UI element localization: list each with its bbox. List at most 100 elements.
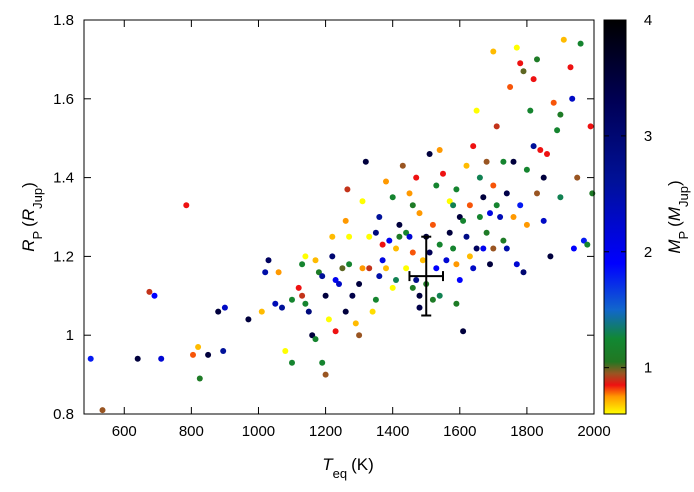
data-point xyxy=(554,127,561,134)
data-point xyxy=(205,351,212,358)
data-point xyxy=(416,292,423,299)
data-point xyxy=(352,320,359,327)
x-tick-label: 1800 xyxy=(510,423,543,440)
data-point xyxy=(396,233,403,240)
data-point xyxy=(436,147,443,153)
data-point xyxy=(450,245,457,252)
data-point xyxy=(389,194,396,201)
data-point xyxy=(429,221,436,228)
data-point xyxy=(322,371,329,378)
data-point xyxy=(396,221,403,228)
data-point xyxy=(557,194,564,201)
data-point xyxy=(319,273,326,280)
data-point xyxy=(470,143,477,150)
x-tick-label: 2000 xyxy=(577,423,610,440)
data-point xyxy=(158,355,165,362)
data-point xyxy=(463,233,470,240)
data-point xyxy=(470,265,477,272)
data-point xyxy=(379,257,386,264)
y-tick-label: 1.6 xyxy=(53,91,74,108)
x-tick-label: 1600 xyxy=(443,423,476,440)
data-point xyxy=(336,281,342,287)
data-point xyxy=(433,182,440,189)
data-point xyxy=(540,174,547,181)
y-tick-label: 1.8 xyxy=(53,12,74,29)
colorbar-ticks: 1 2 3 4 xyxy=(604,12,652,377)
data-point xyxy=(399,162,406,169)
data-point xyxy=(584,241,591,248)
data-point xyxy=(215,308,222,315)
data-point xyxy=(503,190,510,197)
data-point xyxy=(510,214,517,220)
data-point xyxy=(513,44,520,51)
data-point xyxy=(342,308,349,315)
data-point xyxy=(146,288,153,295)
data-point xyxy=(507,84,514,90)
data-point xyxy=(406,233,413,240)
data-point xyxy=(473,245,480,252)
data-point xyxy=(426,249,433,256)
data-point xyxy=(372,229,379,236)
data-point xyxy=(523,166,530,173)
data-point xyxy=(393,277,399,283)
data-point xyxy=(349,292,356,299)
data-point xyxy=(527,107,534,114)
data-point xyxy=(383,265,389,272)
data-point xyxy=(487,261,493,268)
data-point xyxy=(332,328,339,335)
data-point xyxy=(221,304,228,311)
data-point xyxy=(409,249,416,256)
data-point xyxy=(359,198,366,205)
data-point xyxy=(456,214,463,220)
data-point xyxy=(490,182,497,189)
data-point xyxy=(376,273,383,280)
data-point xyxy=(510,158,517,165)
data-point xyxy=(493,202,500,209)
x-tick-label: 1000 xyxy=(242,423,275,440)
data-point xyxy=(480,194,487,201)
data-point xyxy=(195,344,202,350)
data-point xyxy=(453,186,460,193)
data-point xyxy=(487,210,493,217)
data-point xyxy=(302,253,309,260)
data-point xyxy=(356,332,363,339)
data-point xyxy=(456,277,463,283)
data-point xyxy=(393,245,399,252)
data-point xyxy=(443,257,450,264)
data-point xyxy=(299,261,306,268)
data-point xyxy=(570,245,577,252)
colorbar xyxy=(603,19,627,415)
data-point xyxy=(329,233,336,240)
data-point xyxy=(503,245,510,252)
y-tick-label: 1.2 xyxy=(53,248,74,265)
data-point xyxy=(245,316,252,323)
data-point xyxy=(540,217,547,224)
data-point xyxy=(587,123,594,130)
data-point xyxy=(513,261,520,268)
data-point xyxy=(289,359,295,366)
data-point xyxy=(413,277,420,283)
data-point xyxy=(500,237,507,244)
x-tick-label: 800 xyxy=(179,423,204,440)
data-point xyxy=(258,308,265,315)
colorbar-tick-label: 1 xyxy=(644,360,652,377)
data-point xyxy=(279,304,285,311)
data-point xyxy=(450,202,457,209)
data-point xyxy=(325,316,332,323)
colorbar-tick-label: 4 xyxy=(644,12,652,29)
data-point xyxy=(190,351,196,358)
y-tick-label: 0.8 xyxy=(53,406,74,423)
colorbar-tick-label: 3 xyxy=(644,128,652,145)
x-axis-label: Teq (K) xyxy=(322,455,374,481)
data-point xyxy=(483,158,490,165)
data-point xyxy=(305,308,312,315)
data-point xyxy=(409,284,416,291)
data-point xyxy=(272,300,279,307)
data-point xyxy=(446,198,453,205)
data-point xyxy=(372,296,379,303)
x-tick-label: 1200 xyxy=(309,423,342,440)
data-point xyxy=(534,190,540,197)
data-point xyxy=(490,48,497,55)
data-point xyxy=(346,233,353,240)
